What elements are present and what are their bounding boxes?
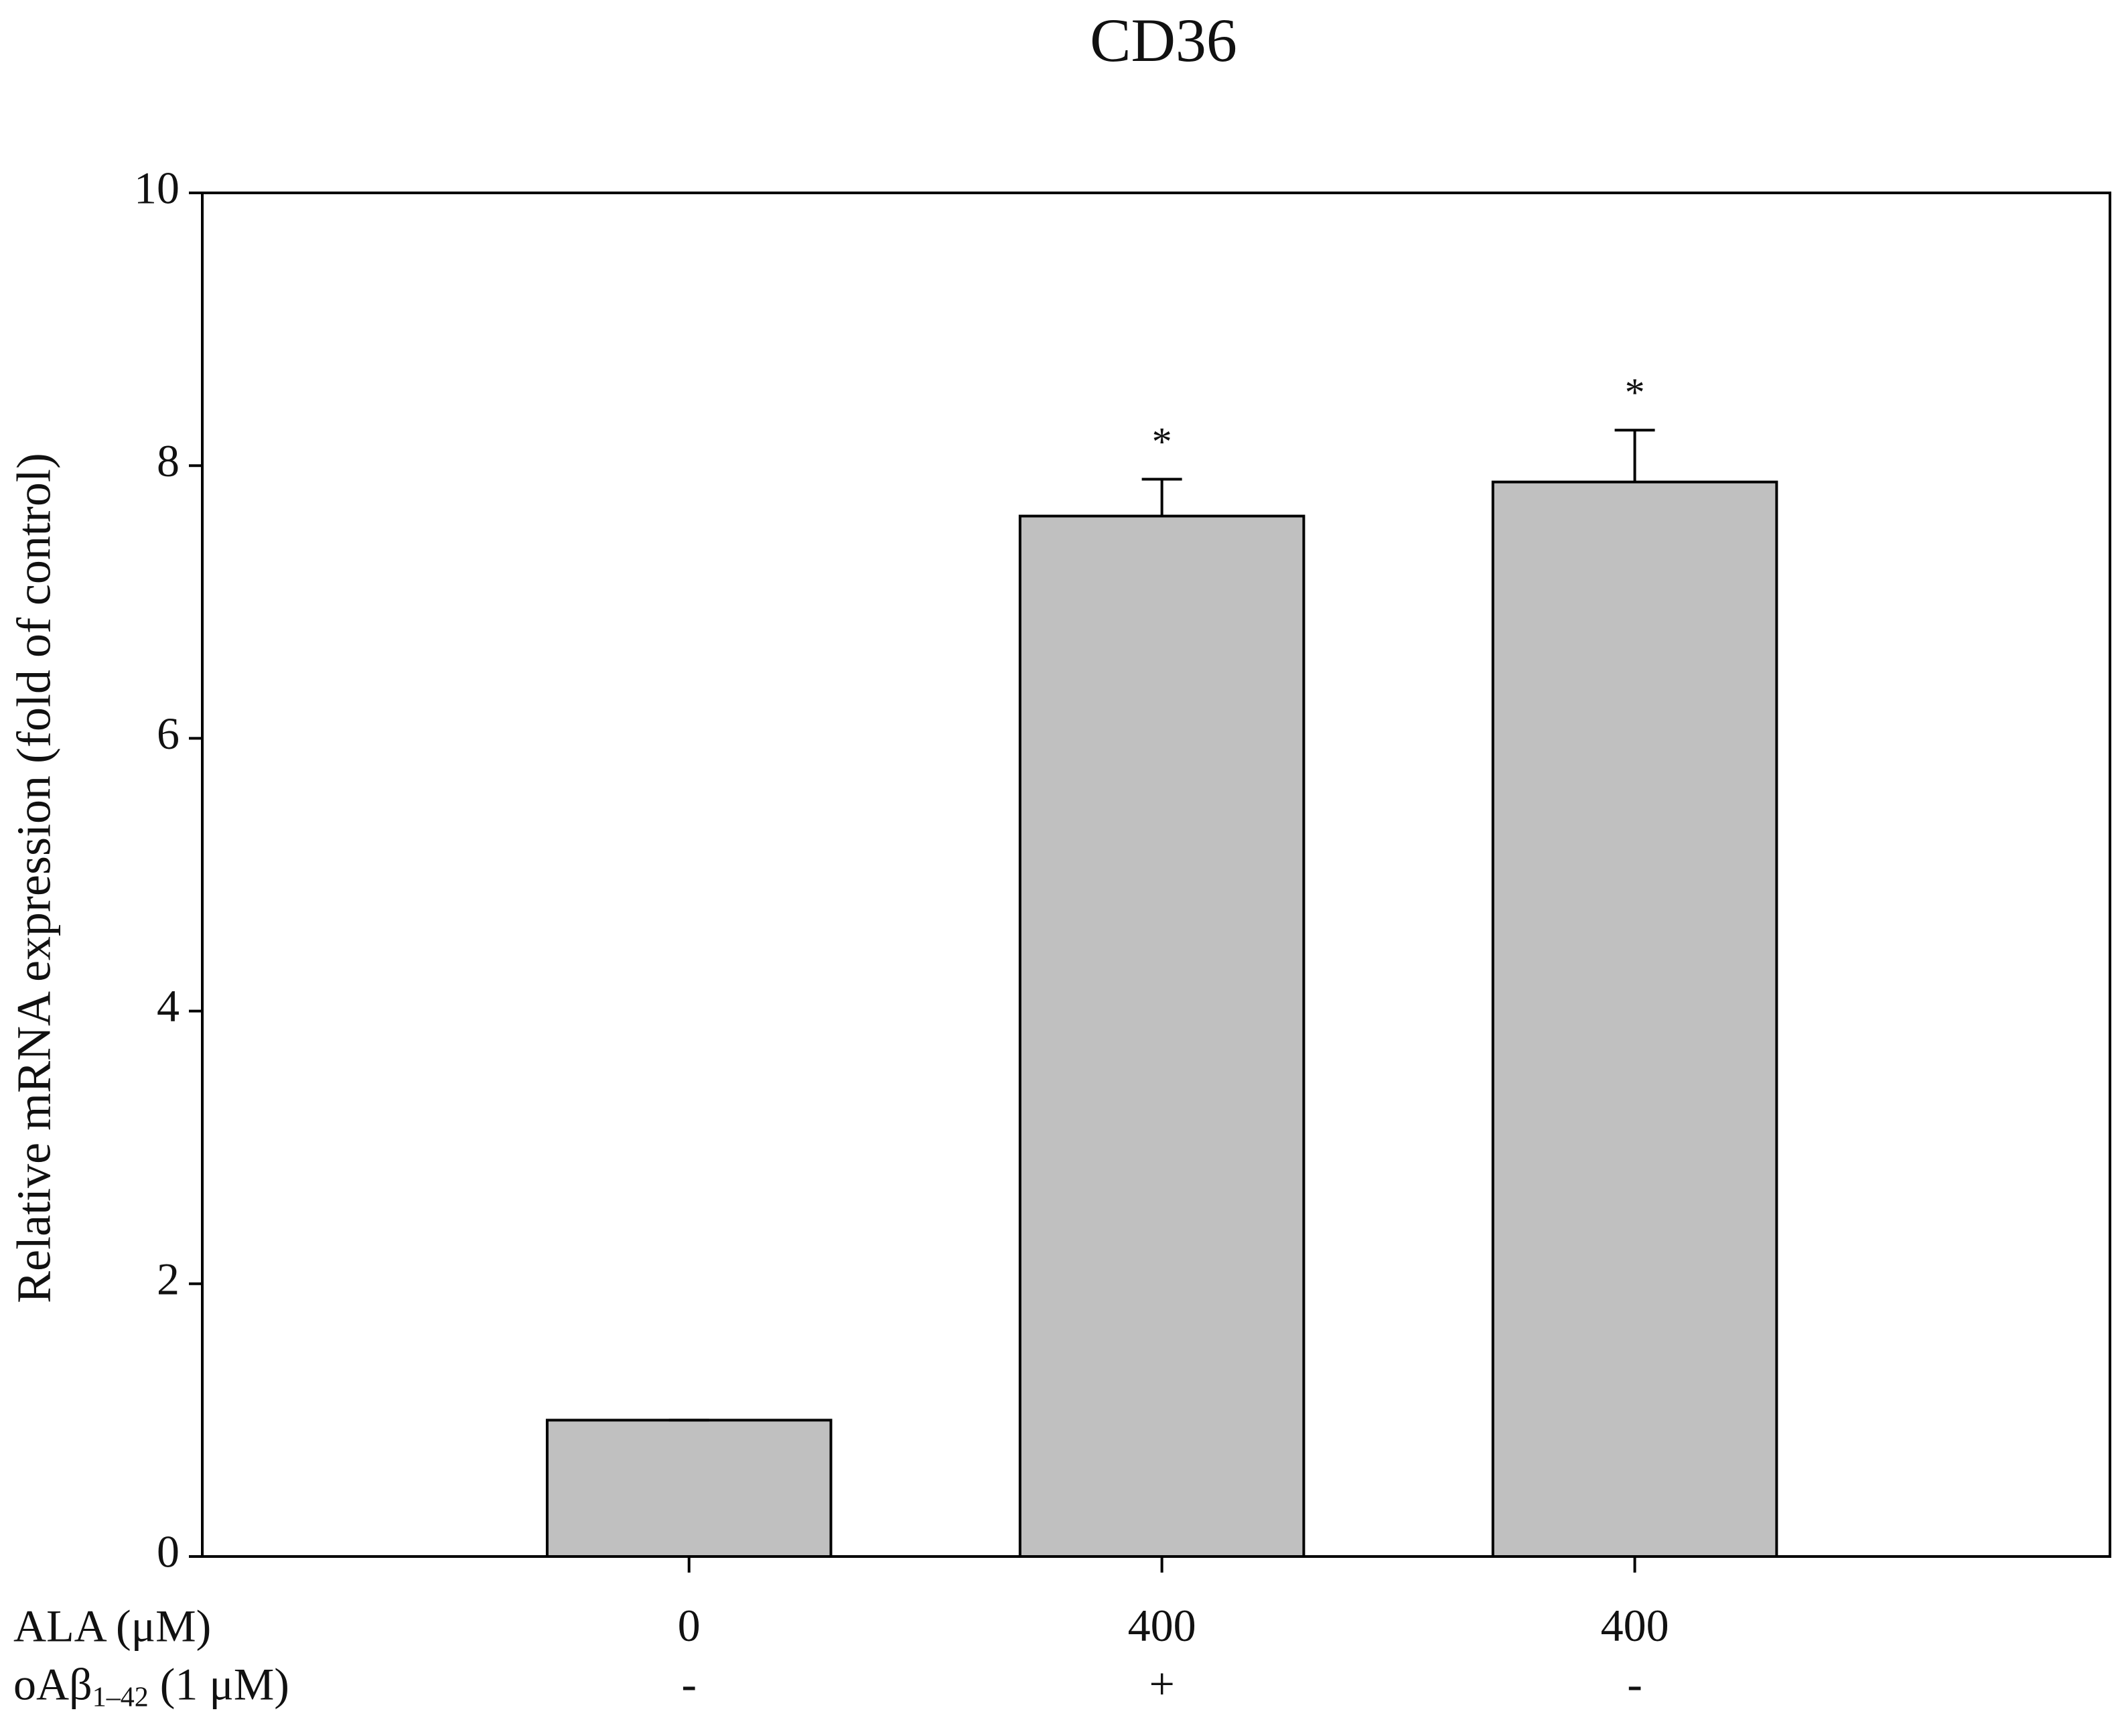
x-tick-label-row2: - [1627, 1658, 1642, 1709]
significance-label: * [1625, 370, 1645, 415]
row-label-part: oAβ [13, 1658, 92, 1709]
x-tick-label-row2: - [681, 1658, 697, 1709]
row-label: ALA (μM) [13, 1600, 211, 1651]
bar [1018, 514, 1305, 1558]
y-tick-label: 2 [157, 1253, 180, 1304]
significance-label: * [1152, 419, 1172, 463]
x-tick-label-row2: + [1149, 1658, 1174, 1709]
x-tick-label: 400 [1128, 1600, 1196, 1651]
bar [1491, 480, 1778, 1559]
x-tick-label: 0 [678, 1600, 701, 1651]
y-tick-label: 0 [157, 1526, 180, 1577]
row-label: oAβ1–42 (1 μM) [13, 1658, 289, 1713]
row-label-part: ALA (μM) [13, 1600, 211, 1651]
y-tick-label: 8 [157, 435, 180, 486]
y-tick-label: 10 [134, 163, 180, 214]
x-tick-label: 400 [1601, 1600, 1669, 1651]
row-label-part: (1 μM) [149, 1658, 289, 1709]
bar [545, 1419, 833, 1558]
y-tick-label: 4 [157, 981, 180, 1031]
y-axis-label: Relative mRNA expression (fold of contro… [7, 453, 61, 1303]
y-tick-label: 6 [157, 708, 180, 759]
chart-title: CD36 [1090, 6, 1237, 74]
row-label-part: 1–42 [92, 1682, 149, 1713]
